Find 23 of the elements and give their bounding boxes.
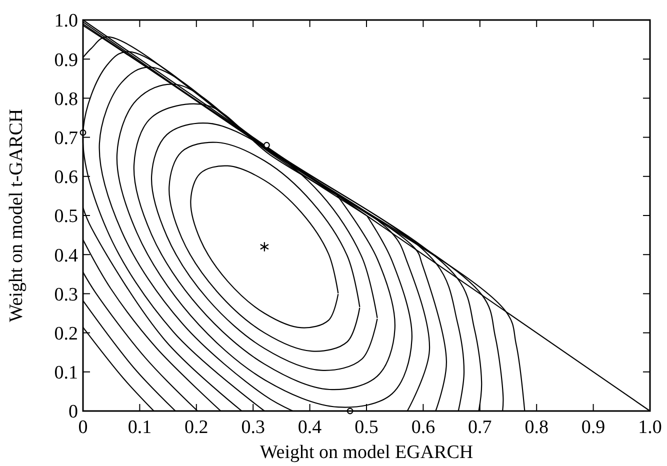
x-tick-label: 1.0	[638, 417, 662, 438]
y-tick-label: 0.5	[54, 206, 78, 228]
y-tick-label: 0.6	[54, 167, 78, 188]
x-tick-label: 0.4	[298, 417, 322, 438]
x-tick-label: 0.7	[468, 417, 492, 438]
x-tick-label: 0.5	[354, 417, 378, 438]
x-tick-label: 0.8	[524, 417, 548, 438]
x-tick-label: 0.1	[128, 417, 152, 438]
x-tick-label: 0.2	[184, 417, 208, 438]
x-tick-label: 0.9	[581, 417, 606, 438]
x-tick-label: 0.3	[241, 417, 265, 438]
y-tick-label: 0	[68, 402, 78, 423]
y-tick-label: 0.3	[54, 284, 78, 306]
y-tick-label: 0.4	[54, 245, 78, 266]
y-tick-label: 1.0	[54, 10, 78, 32]
y-tick-label: 0.8	[54, 88, 78, 110]
y-tick-label: 0.1	[54, 362, 78, 384]
y-tick-label: 0.2	[54, 323, 78, 344]
y-tick-label: 0.7	[54, 128, 78, 149]
y-axis-title: Weight on model t-GARCH	[6, 108, 27, 322]
x-axis-title: Weight on model EGARCH	[260, 442, 474, 463]
x-tick-label: 0.6	[411, 417, 436, 438]
y-tick-label: 0.9	[54, 50, 78, 71]
